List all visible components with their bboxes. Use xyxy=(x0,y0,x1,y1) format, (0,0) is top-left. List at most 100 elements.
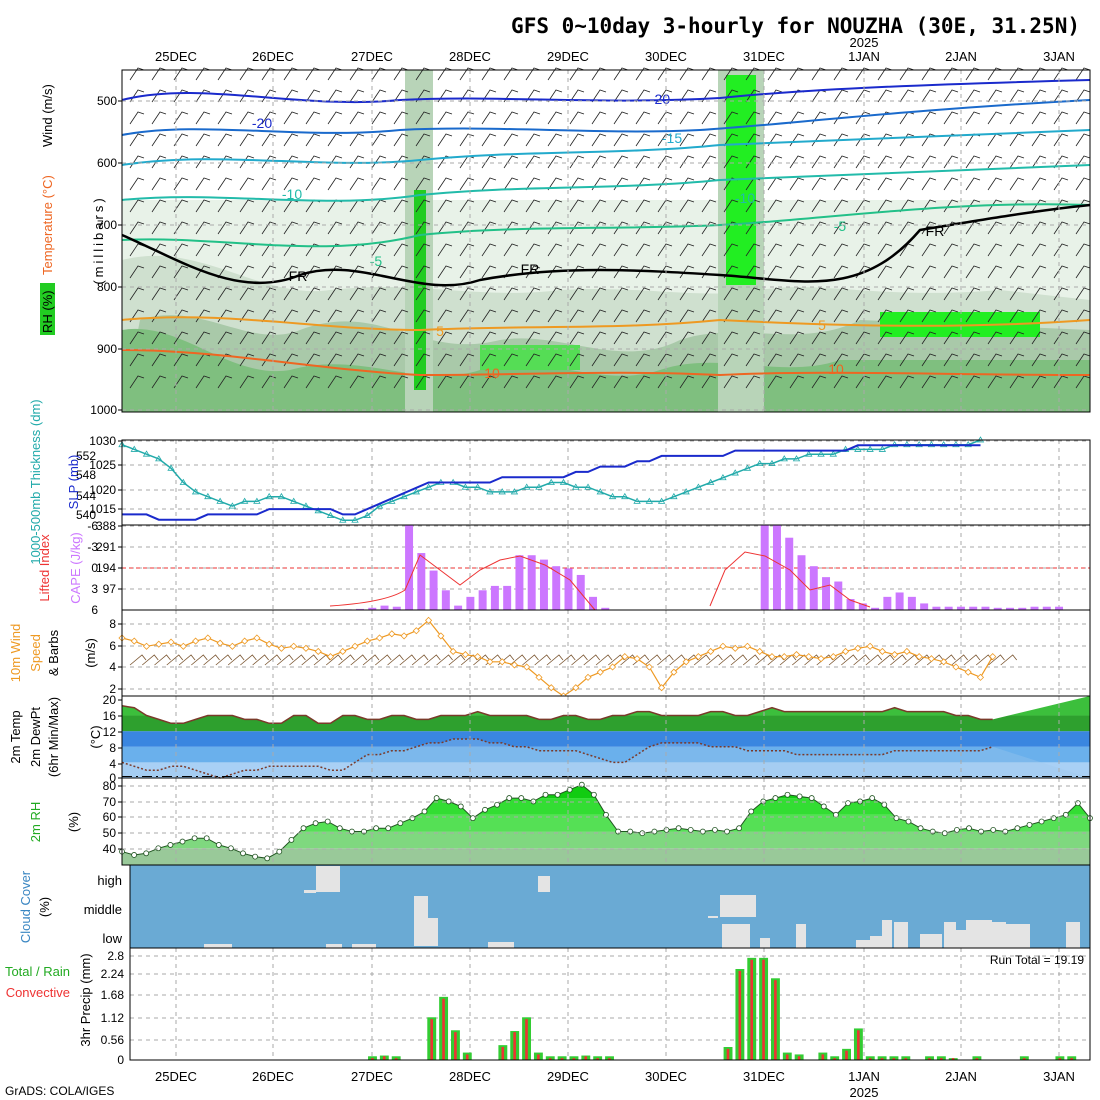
run-total-label: Run Total = 19.19 xyxy=(990,953,1085,967)
wind-barb xyxy=(217,199,233,213)
wind10-speed-point xyxy=(167,638,175,646)
wind10-speed-point xyxy=(670,668,678,676)
wind-barb xyxy=(393,221,409,235)
wind-barb xyxy=(723,265,739,279)
wind-barb xyxy=(283,155,299,169)
wind-barb xyxy=(1053,309,1069,323)
wind-barb xyxy=(811,243,827,257)
wind-barb xyxy=(921,309,937,323)
slp-point xyxy=(633,497,641,504)
wind-barb xyxy=(569,199,585,213)
wind-barb xyxy=(415,177,431,191)
wind-barb xyxy=(481,353,497,367)
wind-barb xyxy=(635,199,651,213)
rh2m-ylabel: 2m RH xyxy=(28,802,43,842)
cloud-block xyxy=(1066,922,1080,948)
wind-barb xyxy=(217,375,233,389)
wind-barb xyxy=(789,199,805,213)
slp-point xyxy=(915,440,923,448)
wind-barb xyxy=(195,221,211,235)
wind-barb xyxy=(943,177,959,191)
wind10-barb xyxy=(436,654,453,666)
wind-barb xyxy=(195,155,211,169)
precip-convective-bar xyxy=(797,1056,801,1060)
wind-barb xyxy=(767,287,783,301)
wind10-barb xyxy=(264,654,282,666)
wind-barb xyxy=(877,155,893,169)
slp-point xyxy=(179,478,188,485)
wind10-barb xyxy=(375,654,392,666)
wind-barb xyxy=(1053,287,1069,301)
wind10-barb xyxy=(215,654,233,666)
cape-ylabel: CAPE (J/kg) xyxy=(68,532,83,604)
rh-point xyxy=(324,818,331,825)
cape-bar xyxy=(589,596,597,610)
wind-barb xyxy=(437,111,453,125)
wind-barb xyxy=(723,199,739,213)
wind-barb xyxy=(415,309,431,323)
wind-barb xyxy=(173,243,189,257)
wind-barb xyxy=(767,67,783,81)
rh-point xyxy=(966,825,972,832)
wind-barb xyxy=(415,243,431,257)
wind-barb xyxy=(437,133,453,147)
wind-barb xyxy=(1053,177,1069,191)
wind-barb xyxy=(921,67,937,81)
precip-convective-bar xyxy=(596,1058,599,1060)
wind-barb xyxy=(305,133,321,147)
wind-barb xyxy=(877,67,893,81)
rh-point xyxy=(348,828,355,835)
wind-barb xyxy=(525,199,541,213)
wind-barb xyxy=(811,155,827,169)
precip-legend-total: Total / Rain xyxy=(5,964,70,979)
wind10-speed-point xyxy=(351,642,359,650)
slp-point xyxy=(731,469,739,476)
slp-point xyxy=(535,483,543,490)
wind-barb xyxy=(1075,331,1091,345)
wind-barb xyxy=(393,67,409,81)
wind-barb xyxy=(239,375,255,389)
wind-barb xyxy=(943,353,959,367)
rh-point xyxy=(869,795,876,801)
wind-barb xyxy=(745,309,761,323)
wind-barb xyxy=(547,287,563,301)
wind-barb xyxy=(503,309,519,323)
wind-barb xyxy=(1053,243,1069,257)
cloud-block xyxy=(796,924,806,948)
wind10-speed-point xyxy=(179,642,187,650)
wind-barb xyxy=(613,199,629,213)
cape-bar xyxy=(920,603,929,610)
wind-barb xyxy=(437,375,453,389)
wind10-speed-point xyxy=(216,639,224,647)
wind-barb xyxy=(371,221,387,235)
wind10-barb xyxy=(730,654,748,666)
axis-tick-label: 70 xyxy=(103,795,117,809)
wind10-speed-point xyxy=(731,644,739,652)
rh-legend-swatch xyxy=(40,283,55,335)
wind10-barb xyxy=(448,654,466,666)
wind-barb xyxy=(899,199,915,213)
wind-barb xyxy=(591,287,607,301)
wind10-speed-point xyxy=(805,653,813,661)
wind-barb xyxy=(327,133,343,147)
wind-barb xyxy=(349,353,365,367)
wind-barb xyxy=(1031,243,1047,257)
wind-barb xyxy=(305,331,321,345)
wind10-barb xyxy=(693,654,711,666)
wind-barb xyxy=(811,67,827,81)
slp-point xyxy=(596,488,604,495)
axis-tick-label: 80 xyxy=(103,779,117,793)
rh-point xyxy=(1038,818,1045,825)
wind-barb xyxy=(1053,89,1069,103)
wind10-barb xyxy=(669,654,686,666)
temp2m-grid xyxy=(175,696,1060,778)
axis-tick-label: 900 xyxy=(97,342,117,356)
slp-point xyxy=(829,450,838,457)
wind10-units: (m/s) xyxy=(83,638,98,668)
wind-barb xyxy=(899,89,915,103)
wind-barb xyxy=(943,155,959,169)
wind-barb xyxy=(503,265,519,279)
contour-label: -20 xyxy=(252,115,272,131)
